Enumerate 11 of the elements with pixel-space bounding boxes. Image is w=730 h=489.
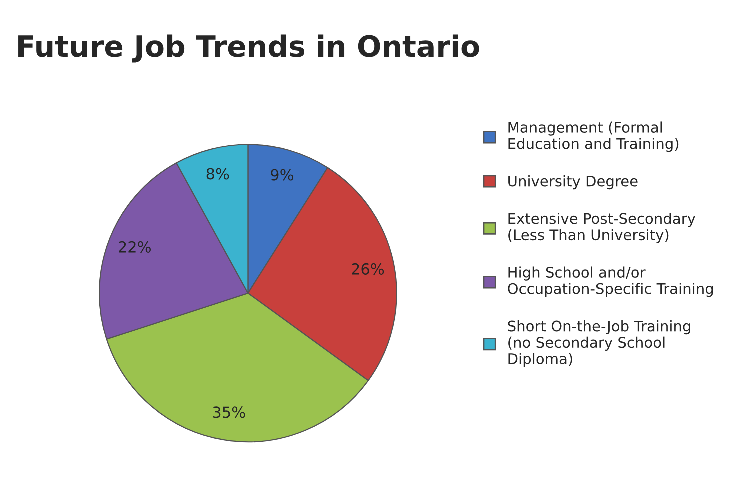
chart-title: Future Job Trends in Ontario [18,34,480,63]
legend-label: Extensive Post-Secondary (Less Than University) [508,212,696,244]
data-label: 26% [352,263,384,275]
legend-label: Management (Formal Education and Training) [508,122,679,152]
legend-label: University Degree [508,176,638,190]
data-label: 9% [271,169,294,181]
data-label: 8% [206,168,230,180]
data-label: 35% [213,406,246,418]
legend-label: Short On-the-Job Training (no Secondary School Diploma) [508,320,690,368]
legend-label: High School and/or Occupation-Specific Training [508,266,714,298]
data-label: 22% [119,241,151,253]
